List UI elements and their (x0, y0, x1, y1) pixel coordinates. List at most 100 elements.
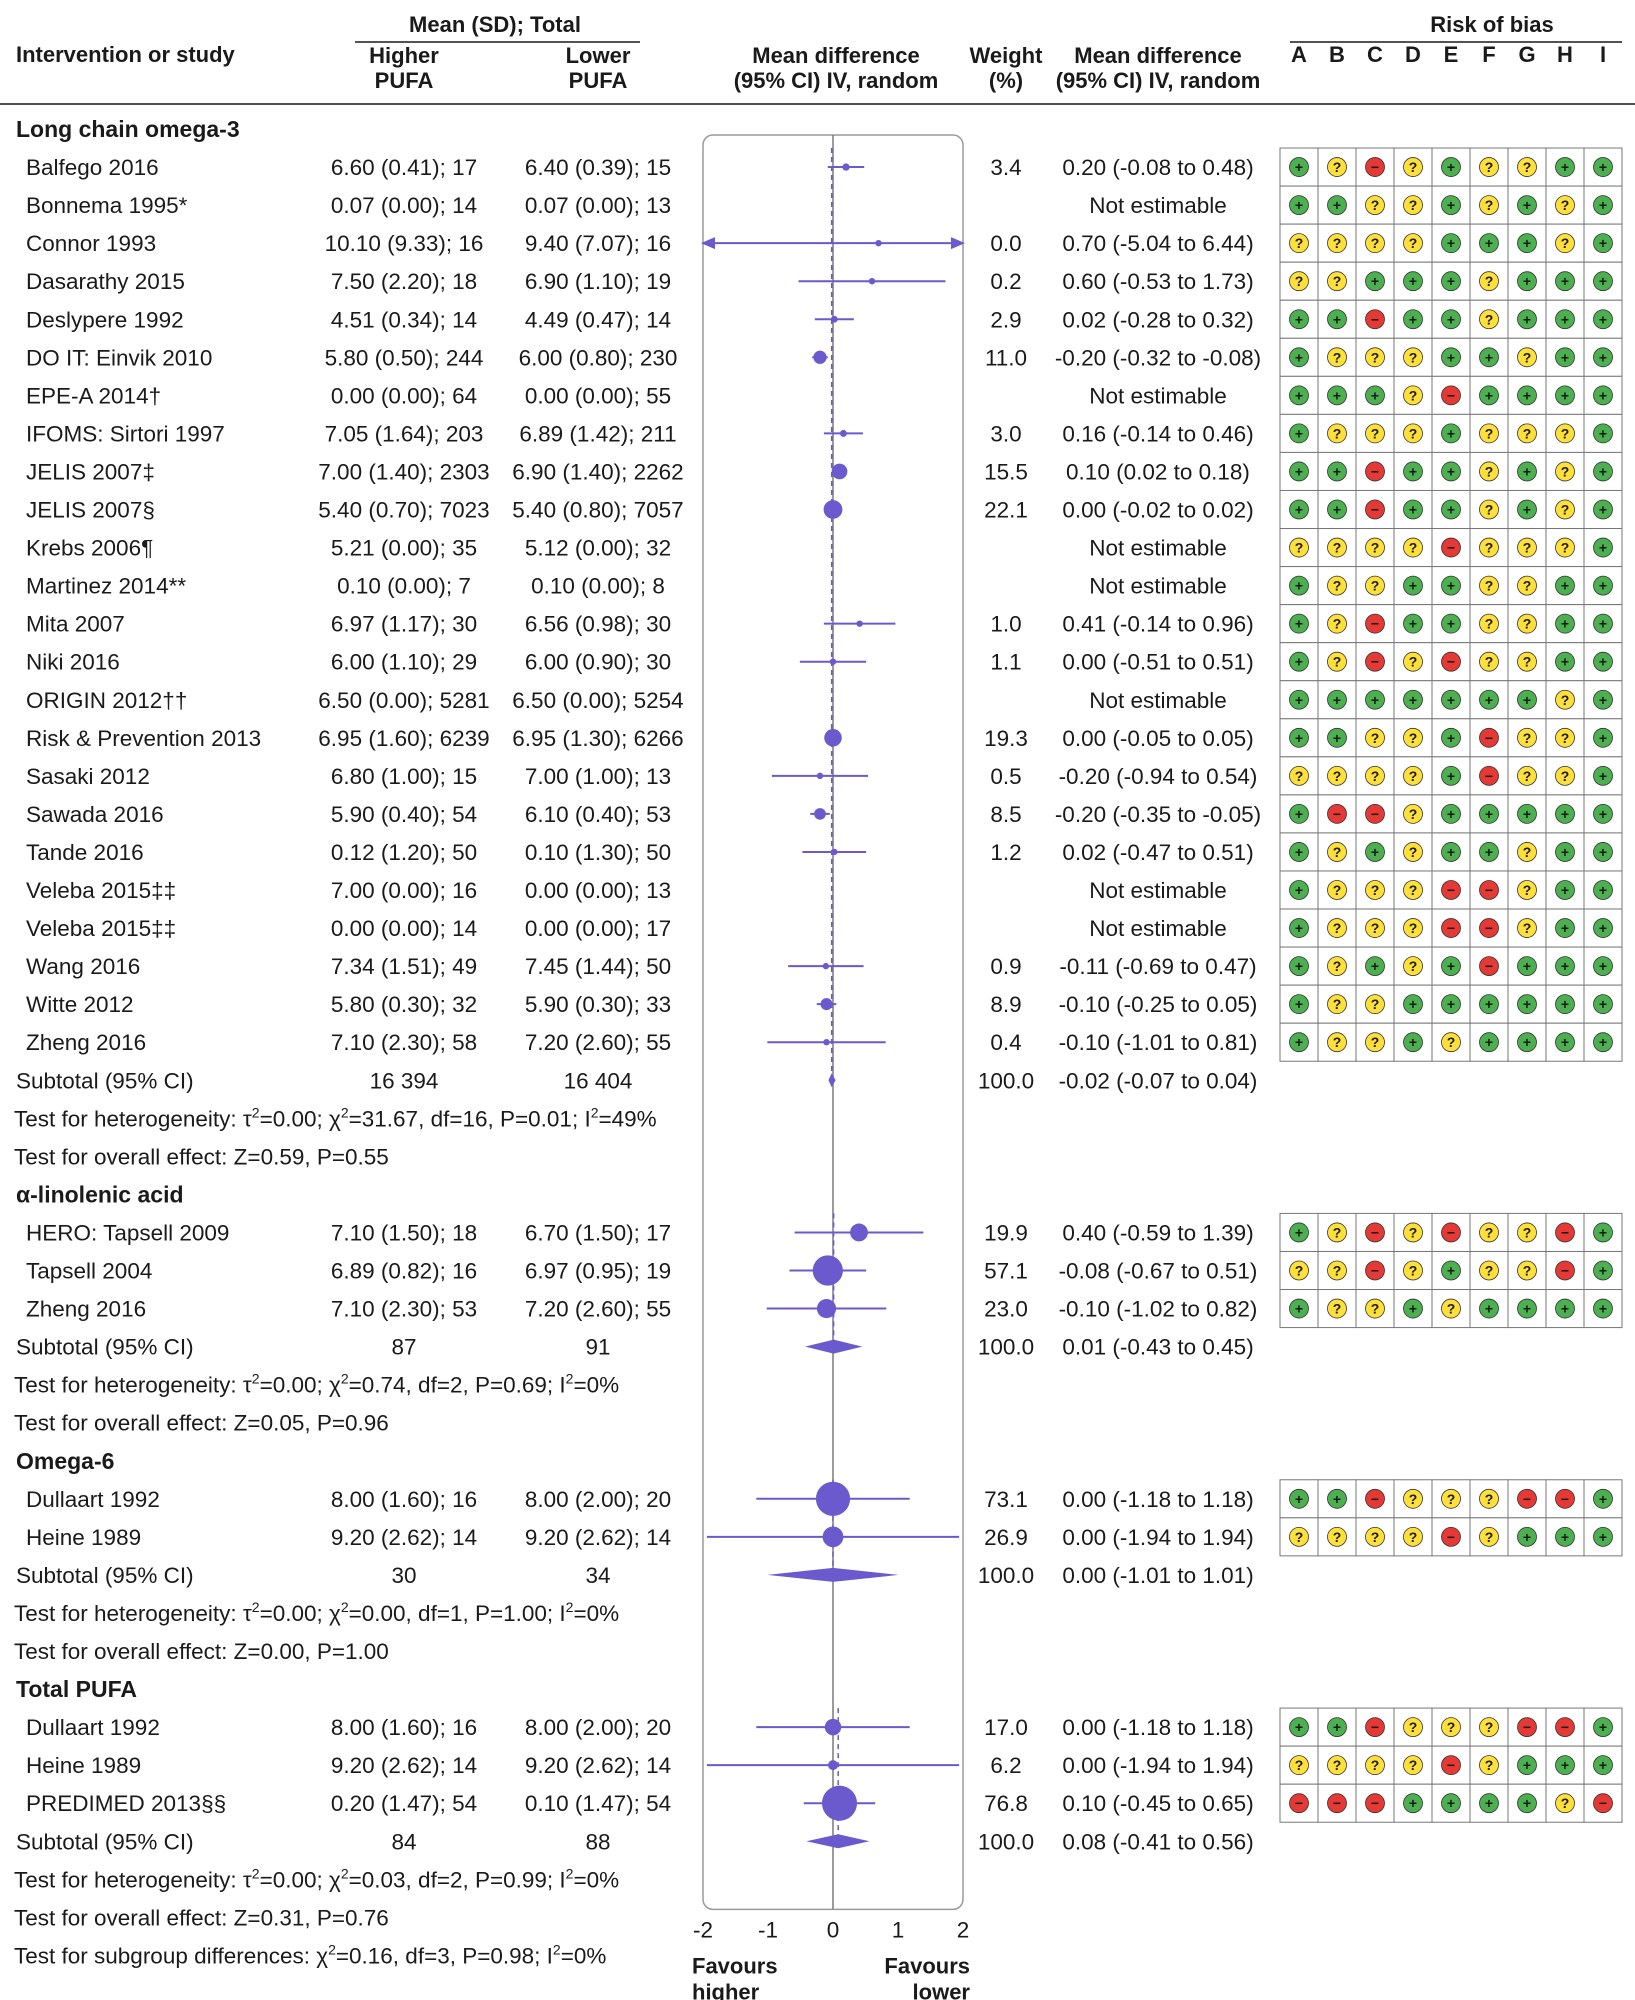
rob-judgement-icon (1365, 309, 1385, 330)
rob-judgement-symbol: ? (1409, 540, 1418, 556)
subtotal-weight: 100.0 (978, 1829, 1034, 1854)
rob-judgement-icon (1327, 765, 1347, 786)
rob-judgement-symbol: + (1523, 311, 1531, 327)
rob-judgement-symbol: + (1409, 1795, 1417, 1811)
text-part: =0% (573, 1601, 619, 1626)
rob-judgement-icon (1327, 575, 1347, 596)
point-estimate (822, 962, 830, 970)
rob-cell (1317, 984, 1357, 1024)
rob-judgement-icon (1517, 461, 1537, 482)
rob-judgement-icon (1479, 651, 1499, 672)
rob-letter-C: C (1367, 42, 1383, 67)
rob-judgement-icon (1403, 1793, 1423, 1814)
study-name: Connor 1993 (26, 231, 156, 256)
rob-judgement-symbol: + (1485, 1795, 1493, 1811)
rob-judgement-symbol: ? (1371, 349, 1380, 365)
rob-cell (1583, 984, 1623, 1024)
rob-judgement-icon (1403, 385, 1423, 406)
x-tick-label: 0 (827, 1917, 840, 1942)
lower-pufa-value: 8.00 (2.00); 20 (525, 1715, 671, 1740)
rob-judgement-icon (1517, 309, 1537, 330)
rob-judgement-icon (1593, 1793, 1613, 1814)
lower-pufa-value: 0.07 (0.00); 13 (525, 193, 671, 218)
rob-judgement-icon (1365, 1222, 1385, 1243)
rob-judgement-symbol: + (1295, 425, 1303, 441)
rob-judgement-symbol: ? (1409, 1491, 1418, 1507)
rob-judgement-symbol: + (1561, 996, 1569, 1012)
rob-judgement-symbol: − (1561, 1719, 1569, 1735)
rob-judgement-symbol: + (1447, 806, 1455, 822)
rob-judgement-symbol: ? (1561, 768, 1570, 784)
rob-judgement-icon (1555, 1260, 1575, 1281)
rob-judgement-icon (1479, 1298, 1499, 1319)
rob-judgement-symbol: − (1447, 920, 1455, 936)
mean-difference-text: Not estimable (1089, 878, 1227, 903)
rob-judgement-symbol: ? (1485, 463, 1494, 479)
rob-judgement-symbol: ? (1409, 235, 1418, 251)
rob-judgement-symbol: + (1599, 844, 1607, 860)
rob-judgement-symbol: + (1599, 996, 1607, 1012)
study-name: Balfego 2016 (26, 155, 159, 180)
point-estimate (875, 239, 882, 247)
weight-value: 1.1 (990, 650, 1021, 675)
higher-pufa-value: 4.51 (0.34); 14 (331, 307, 477, 332)
rob-judgement-icon (1555, 233, 1575, 254)
text-part: =49% (599, 1106, 657, 1131)
text-part: =0% (573, 1867, 619, 1892)
rob-judgement-symbol: + (1485, 996, 1493, 1012)
rob-judgement-symbol: ? (1409, 882, 1418, 898)
rob-judgement-symbol: ? (1409, 1719, 1418, 1735)
mean-difference-text: 0.10 (-0.45 to 0.65) (1062, 1791, 1253, 1816)
rob-judgement-icon (1403, 347, 1423, 368)
mean-difference-text: 0.00 (-0.51 to 0.51) (1062, 650, 1253, 675)
rob-judgement-icon (1555, 1755, 1575, 1776)
rob-judgement-icon (1593, 385, 1613, 406)
rob-judgement-icon (1441, 157, 1461, 177)
weight-value: 57.1 (984, 1259, 1028, 1284)
group-title: α-linolenic acid (16, 1181, 184, 1207)
rob-judgement-icon (1327, 157, 1347, 177)
risk-of-bias-grid: +? −? +?? + + + +?? +? +? +???? + + +? +?? + + +? + + + + + − +… (1279, 147, 1623, 1823)
rob-judgement-symbol: ? (1523, 654, 1532, 670)
rob-judgement-symbol: − (1447, 540, 1455, 556)
rob-judgement-symbol: + (1599, 692, 1607, 708)
rob-judgement-icon (1479, 1526, 1499, 1547)
rob-judgement-symbol: − (1371, 1795, 1379, 1811)
rob-judgement-icon (1517, 575, 1537, 596)
rob-judgement-symbol: + (1599, 502, 1607, 518)
rob-judgement-icon (1593, 195, 1613, 216)
rob-judgement-icon (1517, 994, 1537, 1015)
rob-judgement-icon (1593, 651, 1613, 672)
rob-judgement-symbol: + (1295, 1034, 1303, 1050)
rob-judgement-symbol: ? (1523, 768, 1532, 784)
study-name: Dullaart 1992 (26, 1715, 160, 1740)
weight-value: 0.9 (990, 954, 1021, 979)
lower-pufa-value: 9.20 (2.62); 14 (525, 1753, 671, 1778)
rob-judgement-icon (1593, 956, 1613, 976)
rob-judgement-icon (1479, 1222, 1499, 1243)
text-part: Test for heterogeneity: τ (14, 1373, 252, 1398)
rob-judgement-symbol: ? (1409, 654, 1418, 670)
rob-judgement-icon (1593, 994, 1613, 1015)
mean-difference-text: Not estimable (1089, 688, 1227, 713)
rob-judgement-icon (1327, 994, 1347, 1015)
point-estimate (850, 1223, 868, 1242)
header-study: Intervention or study (16, 42, 236, 67)
higher-pufa-value: 6.89 (0.82); 16 (331, 1259, 477, 1284)
mean-difference-text: 0.10 (0.02 to 0.18) (1066, 459, 1250, 484)
rob-judgement-icon (1593, 309, 1613, 330)
rob-judgement-icon (1289, 994, 1309, 1015)
higher-pufa-value: 6.80 (1.00); 15 (331, 764, 477, 789)
rob-judgement-symbol: ? (1409, 958, 1418, 974)
rob-judgement-icon (1441, 613, 1461, 634)
rob-judgement-icon (1365, 918, 1385, 938)
rob-judgement-icon (1555, 842, 1575, 862)
point-estimate (829, 658, 837, 665)
point-estimate (816, 772, 824, 780)
heterogeneity-test: Test for heterogeneity: τ2=0.00; χ2=31.6… (14, 1104, 657, 1131)
rob-judgement-symbol: ? (1523, 159, 1532, 175)
lower-pufa-value: 8.00 (2.00); 20 (525, 1487, 671, 1512)
rob-judgement-icon (1555, 499, 1575, 520)
rob-judgement-symbol: + (1485, 235, 1493, 251)
rob-judgement-icon (1365, 956, 1385, 976)
